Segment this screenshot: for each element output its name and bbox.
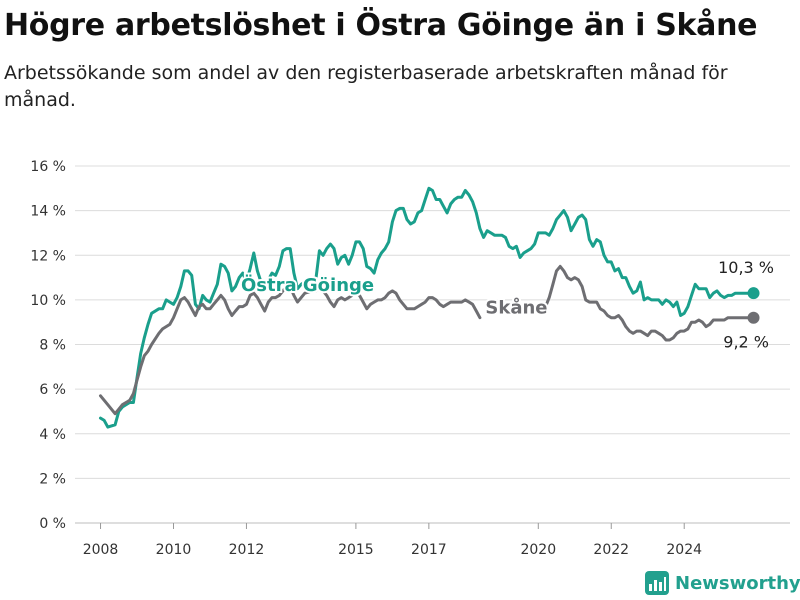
y-tick-label: 14 % [30, 204, 66, 220]
x-axis: 2008 2010 2012 2015 2017 2020 2022 2024 [83, 523, 702, 558]
series-labels: Östra Göinge Skåne 10,3 % 9,2 % [239, 258, 774, 352]
gridlines [75, 165, 790, 524]
x-tick-label: 2010 [156, 542, 192, 558]
ostra-goinge-line [99, 186, 755, 429]
skane-line [529, 264, 755, 342]
skane-series-label: Skåne [485, 296, 547, 318]
y-tick-label: 12 % [30, 248, 66, 264]
y-tick-label: 4 % [39, 427, 66, 443]
x-tick-label: 2015 [338, 542, 374, 558]
y-tick-label: 0 % [39, 516, 66, 532]
skane-line [99, 285, 482, 416]
y-tick-label: 8 % [39, 338, 66, 354]
x-tick-label: 2024 [666, 542, 702, 558]
x-tick-label: 2017 [411, 542, 447, 558]
brand-name: Newsworthy [675, 572, 800, 594]
series-lines [99, 186, 760, 429]
y-tick-label: 6 % [39, 382, 66, 398]
chart-title: Högre arbetslöshet i Östra Göinge än i S… [4, 8, 758, 43]
ostra-goinge-end-value: 10,3 % [718, 258, 774, 277]
x-tick-label: 2022 [593, 542, 629, 558]
brand-logo: Newsworthy [645, 570, 800, 596]
ostra-goinge-end-point [747, 287, 760, 300]
chart-subtitle: Arbetssökande som andel av den registerb… [4, 62, 728, 111]
y-tick-label: 2 % [39, 471, 66, 487]
bar-chart-logo-icon [645, 571, 669, 595]
y-tick-label: 16 % [30, 159, 66, 175]
y-tick-label: 10 % [30, 293, 66, 309]
y-axis: 0 % 2 % 4 % 6 % 8 % 10 % 12 % 14 % 16 % [30, 159, 66, 532]
skane-end-value: 9,2 % [723, 333, 769, 352]
ostra-goinge-series-label: Östra Göinge [241, 274, 374, 296]
x-tick-label: 2020 [520, 542, 556, 558]
skane-end-point [747, 311, 760, 324]
x-tick-label: 2012 [229, 542, 265, 558]
x-tick-label: 2008 [83, 542, 119, 558]
